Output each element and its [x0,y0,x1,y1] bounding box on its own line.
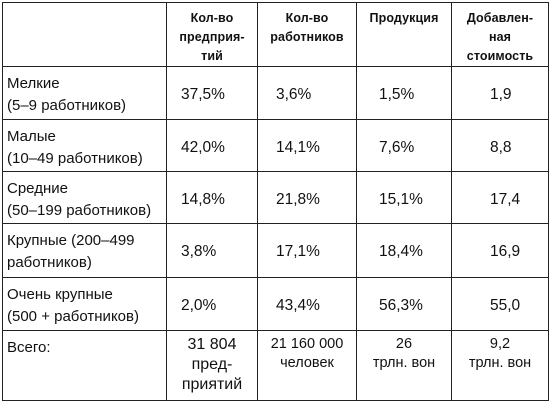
header-row: Кол-во предприя-тий Кол-во работников Пр… [2,2,549,67]
total-value-added: 9,2 трлн. вон [451,330,549,401]
total-value-added-line1: 9,2 [489,336,511,352]
cell-value-added: 17,4 [451,171,549,224]
total-enterprises: 31 804 пред-приятий [166,330,258,401]
table-row: Крупные (200–499 работников) 3,8% 17,1% 1… [2,223,549,278]
cell-production: 18,4% [356,223,452,278]
total-production: 26 трлн. вон [356,330,452,401]
cell-value-added: 8,8 [451,119,549,172]
row-label-line1: Средние [7,180,68,197]
row-label: Крупные (200–499 работников) [2,223,167,278]
total-value-added-line2: трлн. вон [468,355,532,371]
cell-value-added: 1,9 [451,66,549,120]
row-label-line2: (5–9 работников) [7,97,127,114]
total-enterprises-line2: пред- [191,356,233,373]
cell-workers: 3,6% [257,66,357,120]
total-workers-line1: 21 160 000 [270,336,344,352]
header-enterprises-label: Кол-во предприя-тий [179,11,245,63]
cell-production: 15,1% [356,171,452,224]
row-label-line1: Мелкие [7,75,60,92]
header-enterprises: Кол-во предприя-тий [166,2,258,67]
table-row: Очень крупные (500 + работников) 2,0% 43,… [2,277,549,331]
row-label-line2: (50–199 работников) [7,202,152,219]
row-label-line2: (10–49 работников) [7,150,143,167]
cell-enterprises: 3,8% [166,223,258,278]
cell-workers: 14,1% [257,119,357,172]
total-workers-line2: человек [280,355,334,371]
total-label: Всего: [2,330,167,401]
row-label: Малые (10–49 работников) [2,119,167,172]
table-row: Мелкие (5–9 работников) 37,5% 3,6% 1,5% 1… [2,66,549,120]
row-label-line1: Очень крупные [7,286,113,303]
total-production-line1: 26 [395,336,413,352]
cell-workers: 17,1% [257,223,357,278]
row-label-line1: Малые [7,128,56,145]
total-row: Всего: 31 804 пред-приятий 21 160 000 чело… [2,330,549,401]
cell-production: 7,6% [356,119,452,172]
row-label: Мелкие (5–9 работников) [2,66,167,120]
cell-production: 56,3% [356,277,452,331]
table-row: Малые (10–49 работников) 42,0% 14,1% 7,6%… [2,119,549,172]
total-enterprises-line3: приятий [181,376,243,393]
cell-enterprises: 37,5% [166,66,258,120]
cell-enterprises: 42,0% [166,119,258,172]
header-production-label: Продукция [369,11,439,25]
total-production-line2: трлн. вон [372,355,436,371]
cell-enterprises: 2,0% [166,277,258,331]
header-workers: Кол-во работников [257,2,357,67]
cell-enterprises: 14,8% [166,171,258,224]
cell-workers: 43,4% [257,277,357,331]
table-row: Средние (50–199 работников) 14,8% 21,8% 1… [2,171,549,224]
cell-value-added: 16,9 [451,223,549,278]
row-label-line2: работников) [7,254,92,271]
row-label-line2: (500 + работников) [7,308,139,325]
row-label-line1: Крупные (200–499 [7,232,135,249]
header-production: Продукция [356,2,452,67]
row-label: Очень крупные (500 + работников) [2,277,167,331]
cell-value-added: 55,0 [451,277,549,331]
header-value-added: Добавлен-ная стоимость [451,2,549,67]
total-enterprises-line1: 31 804 [187,336,237,353]
header-workers-label: Кол-во работников [270,11,344,44]
header-empty-cell [2,2,167,67]
cell-production: 1,5% [356,66,452,120]
total-workers: 21 160 000 человек [257,330,357,401]
row-label: Средние (50–199 работников) [2,171,167,224]
cell-workers: 21,8% [257,171,357,224]
header-value-added-label: Добавлен-ная стоимость [466,11,534,63]
